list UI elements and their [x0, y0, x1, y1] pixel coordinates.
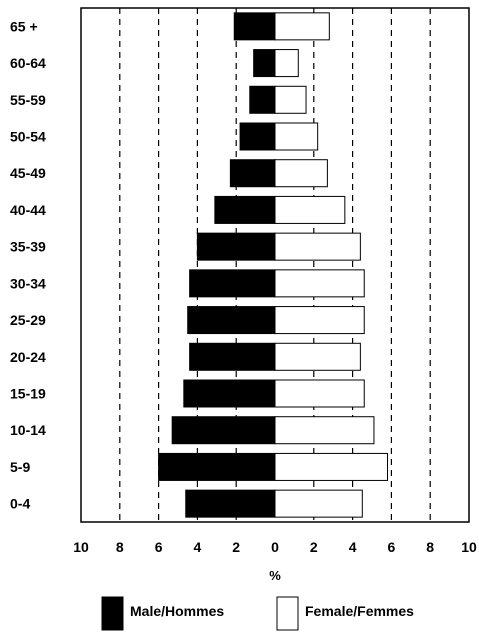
male-bar: [171, 416, 276, 445]
category-label: 35-39: [10, 239, 46, 255]
male-bar: [158, 452, 276, 481]
gridlines: [119, 8, 431, 522]
x-tick-label: 6: [388, 539, 396, 555]
category-label: 45-49: [10, 165, 46, 181]
plot-frame: [80, 7, 470, 523]
category-label: 40-44: [10, 202, 46, 218]
bars: [158, 12, 389, 518]
category-label: 10-14: [10, 422, 46, 438]
legend: Male/Hommes Female/Femmes: [101, 596, 414, 631]
category-label: 5-9: [10, 459, 30, 475]
female-bar: [274, 269, 365, 298]
legend-swatch-female: [276, 596, 299, 631]
male-bar: [183, 379, 276, 408]
female-bar: [274, 342, 361, 371]
legend-label-male: Male/Hommes: [130, 603, 224, 619]
category-label: 65 +: [10, 18, 38, 34]
female-bar: [274, 379, 365, 408]
male-bar: [185, 489, 276, 518]
category-label: 60-64: [10, 55, 46, 71]
female-bar: [274, 416, 375, 445]
x-tick-label: 2: [232, 539, 240, 555]
category-label: 15-19: [10, 386, 46, 402]
male-bar: [196, 232, 276, 261]
x-tick-label: 4: [349, 539, 357, 555]
legend-label-female: Female/Femmes: [305, 603, 414, 619]
male-bar: [253, 49, 276, 78]
category-label: 55-59: [10, 92, 46, 108]
male-bar: [229, 159, 276, 188]
male-bar: [249, 85, 276, 114]
category-label: 20-24: [10, 349, 46, 365]
category-label: 30-34: [10, 275, 46, 291]
female-bar: [274, 232, 361, 261]
x-tick-label: 10: [461, 539, 477, 555]
x-tick-label: 6: [155, 539, 163, 555]
x-tick-label: 8: [116, 539, 124, 555]
male-bar: [214, 195, 276, 224]
female-bar: [274, 85, 307, 114]
x-axis-title: %: [269, 568, 281, 583]
x-tick-label: 8: [426, 539, 434, 555]
legend-swatch-male: [101, 596, 124, 631]
x-tick-labels: 10 8 6 4 2 0 2 4 6 8 10: [73, 539, 477, 555]
x-tick-label: 4: [194, 539, 202, 555]
female-bar: [274, 306, 365, 335]
category-label: 25-29: [10, 312, 46, 328]
category-label: 50-54: [10, 129, 46, 145]
female-bar: [274, 195, 346, 224]
category-labels: 65 + 60-64 55-59 50-54 45-49 40-44 35-39 30-34 2…: [10, 18, 46, 511]
male-bar: [233, 12, 276, 41]
x-tick-label: 2: [310, 539, 318, 555]
male-bar: [187, 306, 276, 335]
female-bar: [274, 452, 389, 481]
male-bar: [239, 122, 276, 151]
male-bar: [189, 269, 276, 298]
x-tick-label: 0: [271, 539, 279, 555]
category-label: 0-4: [10, 496, 30, 512]
female-bar: [274, 489, 363, 518]
female-bar: [274, 49, 299, 78]
female-bar: [274, 159, 328, 188]
female-bar: [274, 122, 319, 151]
male-bar: [189, 342, 276, 371]
x-tick-label: 10: [73, 539, 89, 555]
female-bar: [274, 12, 330, 41]
